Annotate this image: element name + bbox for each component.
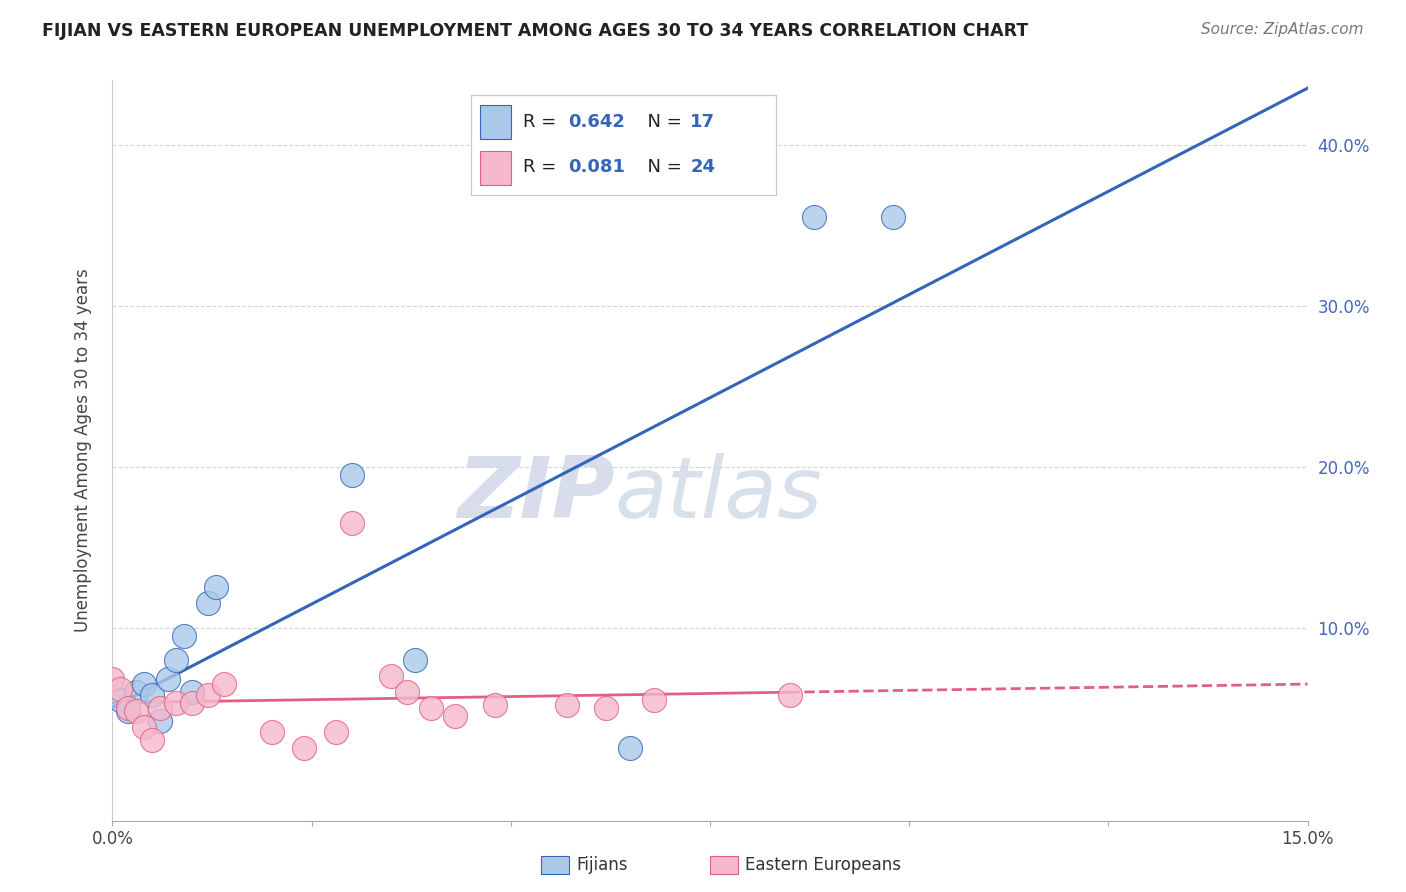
Text: Fijians: Fijians [576, 856, 628, 874]
Point [260, 725, 283, 739]
Point [149, 701, 172, 715]
Point [157, 672, 180, 686]
Point [619, 741, 641, 756]
Point [882, 210, 904, 224]
Point [141, 688, 163, 702]
Point [134, 720, 156, 734]
Point [149, 714, 172, 728]
Point [212, 677, 235, 691]
Text: Source: ZipAtlas.com: Source: ZipAtlas.com [1201, 22, 1364, 37]
Text: Eastern Europeans: Eastern Europeans [745, 856, 901, 874]
Point [125, 685, 148, 699]
Point [380, 669, 402, 683]
Point [197, 688, 219, 702]
Point [125, 704, 148, 718]
Point [340, 467, 363, 482]
Point [205, 580, 228, 594]
Point [444, 709, 467, 723]
Text: FIJIAN VS EASTERN EUROPEAN UNEMPLOYMENT AMONG AGES 30 TO 34 YEARS CORRELATION CH: FIJIAN VS EASTERN EUROPEAN UNEMPLOYMENT … [42, 22, 1028, 40]
Point [803, 210, 825, 224]
Point [484, 698, 506, 712]
Point [165, 653, 187, 667]
Point [420, 701, 443, 715]
Y-axis label: Unemployment Among Ages 30 to 34 years: Unemployment Among Ages 30 to 34 years [73, 268, 91, 632]
Point [555, 698, 578, 712]
Point [141, 733, 163, 747]
Point [643, 693, 665, 707]
Point [325, 725, 347, 739]
Point [110, 693, 132, 707]
Point [595, 701, 617, 715]
Text: ZIP: ZIP [457, 453, 614, 536]
Point [165, 696, 187, 710]
Point [110, 681, 132, 696]
Point [181, 696, 204, 710]
Point [340, 516, 363, 530]
Point [197, 596, 219, 610]
Point [396, 685, 419, 699]
Point [173, 628, 195, 642]
Point [117, 701, 139, 715]
Point [101, 672, 124, 686]
Point [404, 653, 426, 667]
Point [292, 741, 315, 756]
Point [134, 677, 156, 691]
Point [779, 688, 801, 702]
Text: atlas: atlas [614, 453, 823, 536]
Point [181, 685, 204, 699]
Point [117, 704, 139, 718]
